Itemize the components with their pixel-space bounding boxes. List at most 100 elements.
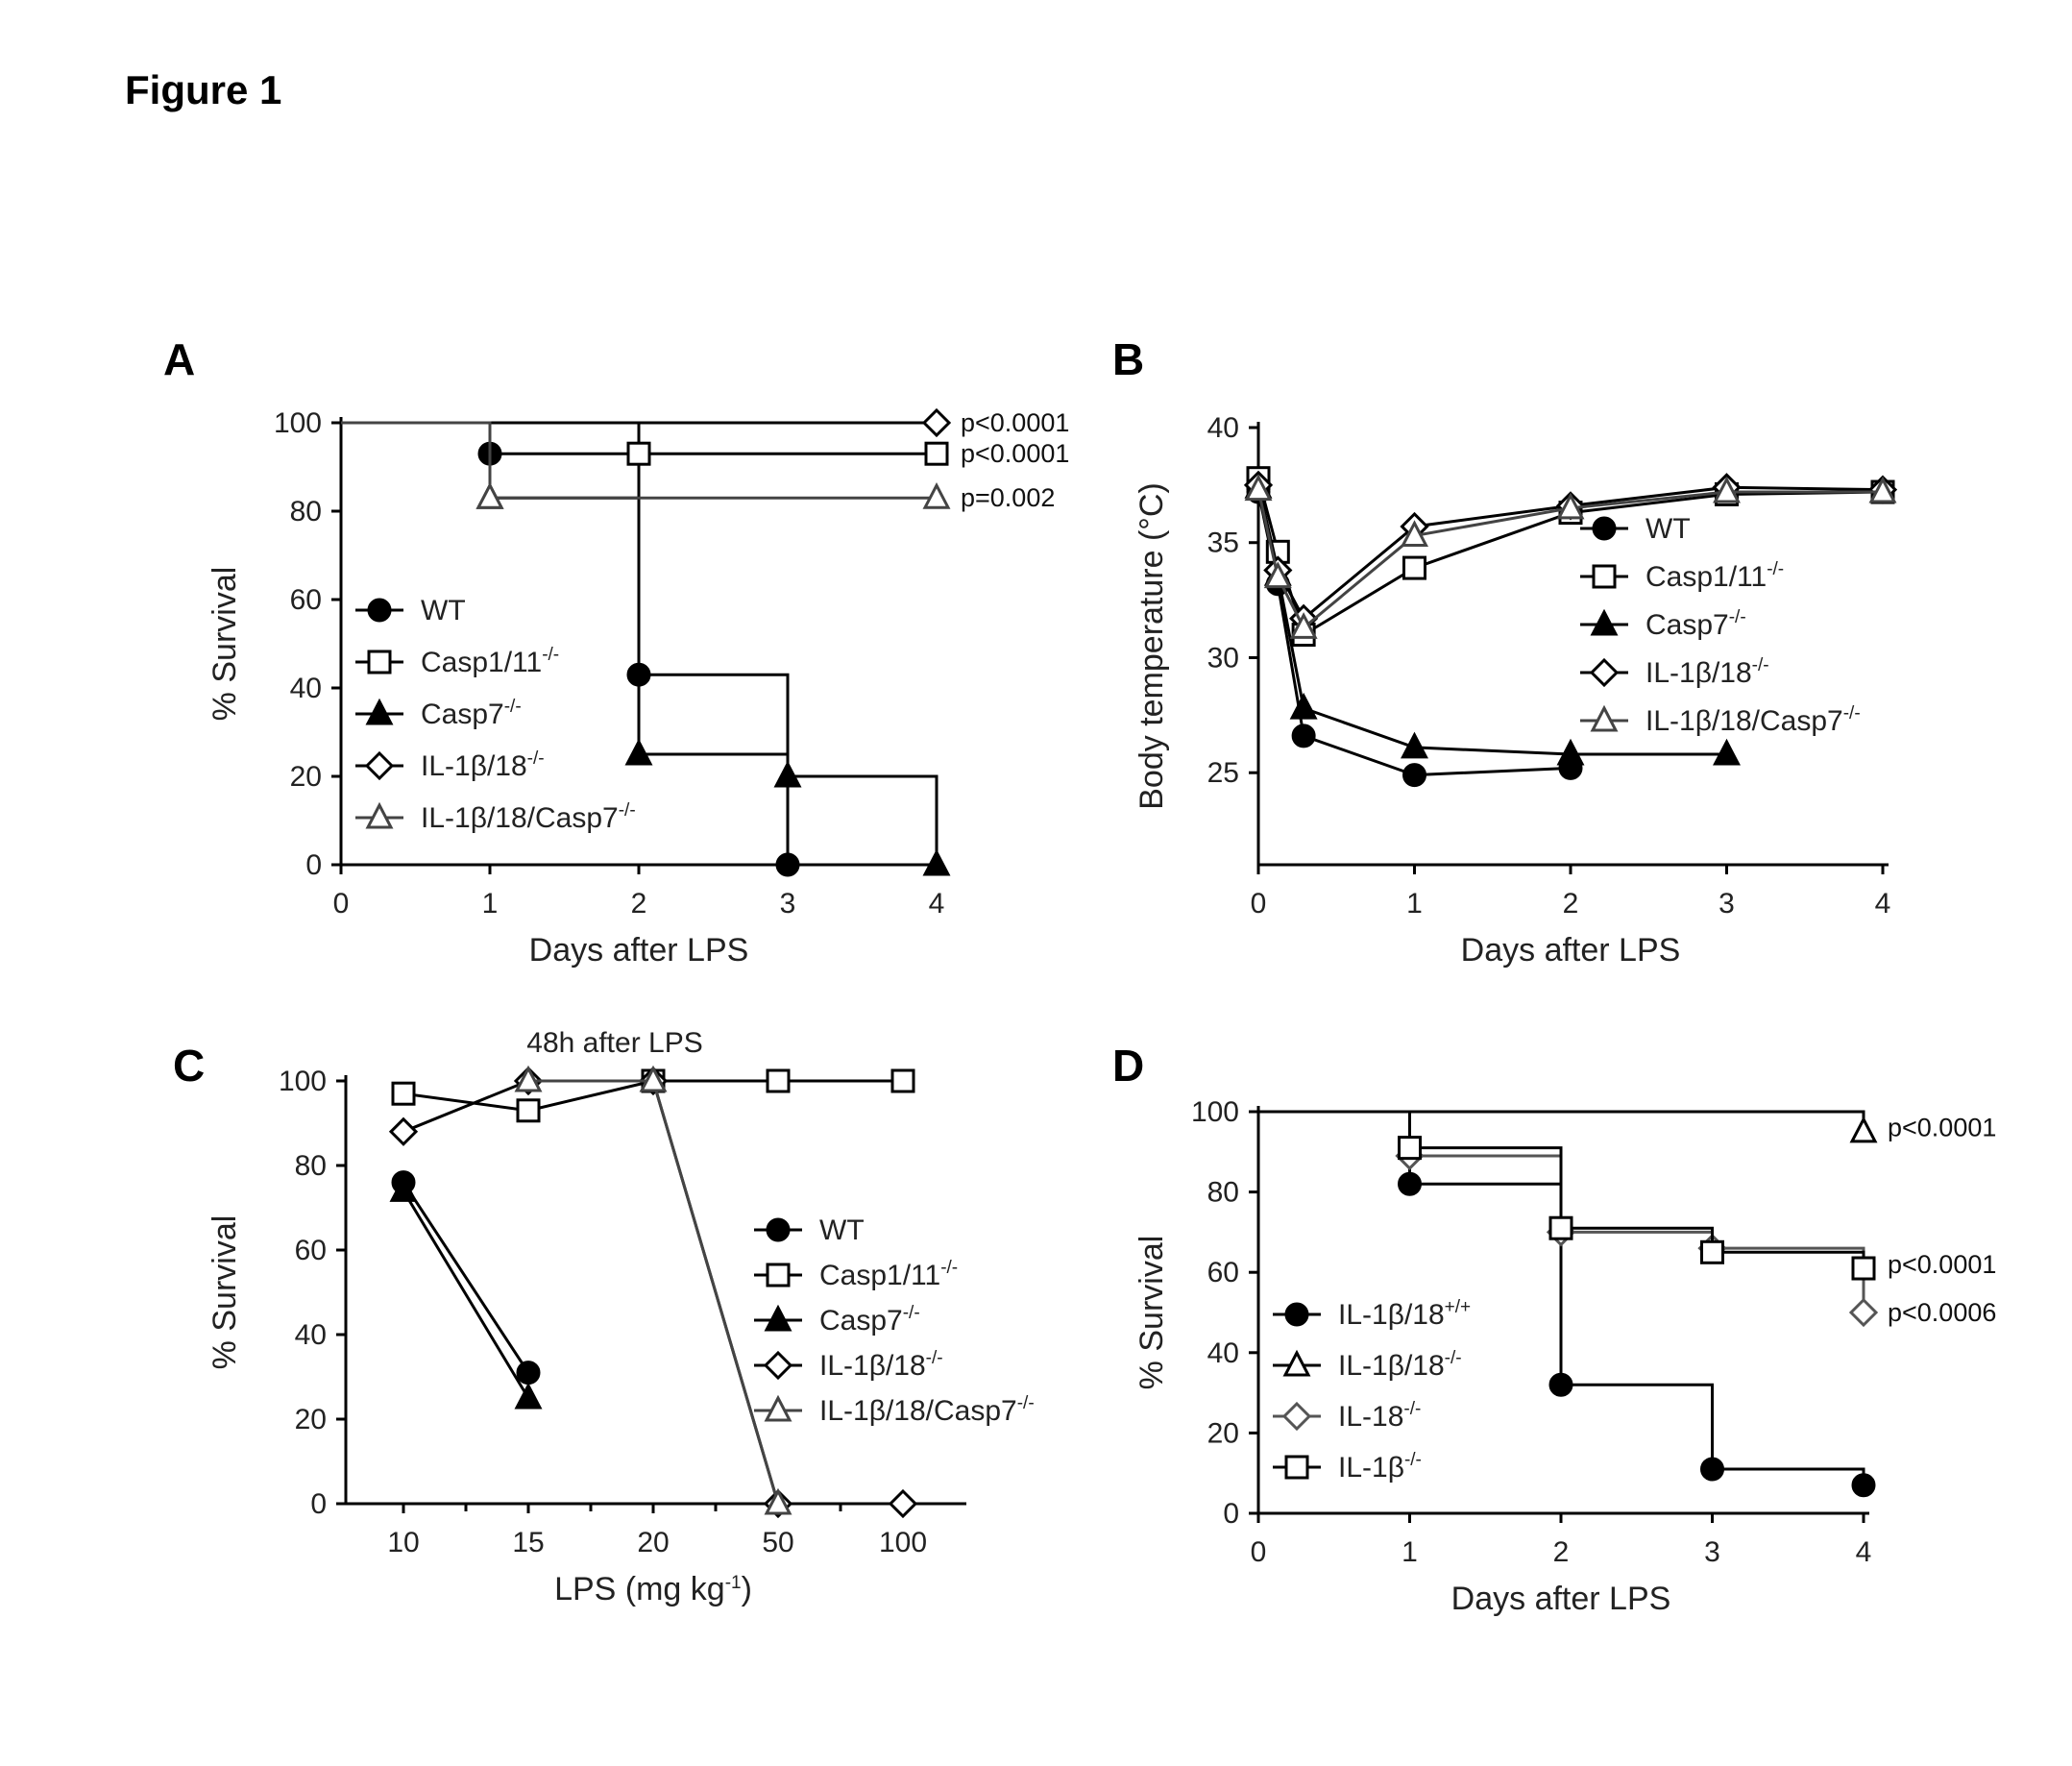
panel-a-survival-chart: A02040608010001234Days after LPS% Surviv… (163, 334, 1069, 969)
superscript: -/- (1752, 655, 1769, 675)
x-axis-label: LPS (mg kg-1) (554, 1571, 752, 1607)
legend-label-text: IL-1β/18 (819, 1350, 926, 1382)
y-tick-label: 0 (305, 849, 322, 881)
y-tick-label: 60 (290, 584, 322, 616)
x-tick-label: 3 (1719, 888, 1735, 920)
legend-marker (1594, 566, 1615, 587)
x-tick-label: 15 (512, 1527, 544, 1558)
data-point (393, 1083, 414, 1104)
y-tick-label: 60 (295, 1235, 327, 1266)
legend-label: IL-1β/18-/- (1338, 1348, 1462, 1382)
data-point (1550, 1374, 1572, 1395)
y-tick-label: 30 (1207, 642, 1239, 674)
y-tick-label: 60 (1207, 1257, 1239, 1288)
legend-marker (1284, 1404, 1309, 1429)
data-point (391, 1119, 416, 1144)
legend-label: Casp1/11-/- (421, 645, 559, 678)
y-axis-label: Body temperature (°C) (1134, 482, 1170, 810)
y-tick-label: 40 (1207, 1337, 1239, 1369)
data-point (890, 1491, 915, 1516)
legend-label: Casp7-/- (421, 697, 522, 730)
legend-marker (367, 753, 392, 778)
panel-letter: D (1112, 1041, 1144, 1091)
legend-marker (369, 600, 390, 621)
legend-label-text: IL-1β/18 (1338, 1350, 1445, 1382)
data-point (892, 1070, 914, 1091)
data-point (517, 1386, 540, 1408)
series-3 (391, 1068, 915, 1516)
legend-label-text: IL-18 (1338, 1401, 1403, 1433)
x-tick-label: 4 (929, 888, 945, 920)
superscript: -/- (527, 748, 545, 769)
legend-marker (766, 1353, 791, 1378)
y-tick-label: 20 (1207, 1417, 1239, 1449)
superscript: -/- (1729, 607, 1746, 627)
legend-label: Casp1/11-/- (1645, 559, 1784, 593)
superscript: -/- (1445, 1348, 1462, 1368)
y-axis-label: % Survival (207, 1215, 243, 1370)
x-axis-label-text: Days after LPS (529, 932, 749, 969)
p-value-label: p<0.0001 (1888, 1250, 1996, 1279)
y-tick-label: 40 (290, 673, 322, 704)
legend-label-text: IL-1β/18 (1645, 657, 1752, 689)
p-value-label: p=0.002 (961, 483, 1055, 512)
legend-label-text: WT (421, 595, 466, 626)
data-point (1400, 1138, 1421, 1159)
x-tick-label: 2 (1563, 888, 1579, 920)
legend-label: IL-1β/18/Casp7-/- (1645, 703, 1861, 737)
superscript: -/- (619, 800, 636, 821)
data-point (1400, 1173, 1421, 1194)
legend-label-text: WT (819, 1214, 865, 1246)
x-axis-label-text: Days after LPS (1451, 1581, 1671, 1617)
superscript: -/- (504, 697, 522, 717)
x-axis-label-end: ) (742, 1571, 752, 1607)
legend-label: Casp7-/- (1645, 607, 1746, 641)
legend-label: IL-1β/18/Casp7-/- (421, 800, 636, 834)
data-point (1853, 1258, 1874, 1279)
panel-b-body-temperature-chart: B2530354001234Days after LPSBody tempera… (1112, 334, 1895, 969)
legend-label-text: IL-1β/18/Casp7 (1645, 705, 1843, 737)
superscript: -/- (903, 1303, 920, 1323)
series-line (403, 1190, 528, 1398)
data-point (1293, 725, 1314, 747)
legend-label-text: Casp7 (1645, 609, 1729, 641)
superscript: -/- (926, 1348, 943, 1368)
data-point (1550, 1217, 1572, 1239)
y-tick-label: 20 (295, 1404, 327, 1435)
x-axis-label: Days after LPS (529, 932, 749, 969)
x-axis-label-text: LPS (mg kg (554, 1571, 725, 1607)
superscript: -/- (1017, 1393, 1035, 1413)
data-point (1702, 1241, 1723, 1263)
x-tick-label: 10 (387, 1527, 419, 1558)
legend-label: WT (421, 595, 466, 626)
legend-label-text: IL-1β/18 (421, 750, 527, 782)
superscript: -/- (1767, 559, 1784, 579)
series-3 (1258, 1112, 1874, 1279)
legend-label: Casp1/11-/- (819, 1258, 958, 1291)
legend-label: IL-1β/18-/- (819, 1348, 943, 1382)
superscript: -/- (1843, 703, 1861, 724)
x-tick-label: 3 (780, 888, 796, 920)
x-tick-label: 0 (1251, 888, 1267, 920)
x-tick-label: 50 (762, 1527, 793, 1558)
legend-marker (768, 1264, 789, 1286)
data-point (628, 443, 649, 464)
series-line (341, 423, 788, 865)
x-tick-label: 4 (1856, 1536, 1872, 1568)
legend-label-text: IL-1β (1338, 1452, 1404, 1484)
y-tick-label: 80 (1207, 1177, 1239, 1209)
y-tick-label: 80 (295, 1150, 327, 1182)
x-axis-label-text: Days after LPS (1461, 932, 1681, 969)
legend-label-text: IL-1β/18 (1338, 1299, 1445, 1331)
panel-c-dose-survival-chart: C02040608010010152050100LPS (mg kg-1)% S… (173, 1027, 1035, 1607)
series-4 (1247, 478, 1894, 638)
y-tick-label: 0 (1223, 1498, 1239, 1530)
series-1 (1258, 1112, 1875, 1141)
data-point (1853, 1475, 1874, 1496)
superscript: -/- (1403, 1399, 1421, 1419)
legend-label-text: Casp1/11 (421, 647, 542, 678)
x-tick-label: 4 (1875, 888, 1891, 920)
x-tick-label: 0 (333, 888, 350, 920)
x-tick-label: 20 (637, 1527, 669, 1558)
panel-letter: B (1112, 334, 1144, 384)
